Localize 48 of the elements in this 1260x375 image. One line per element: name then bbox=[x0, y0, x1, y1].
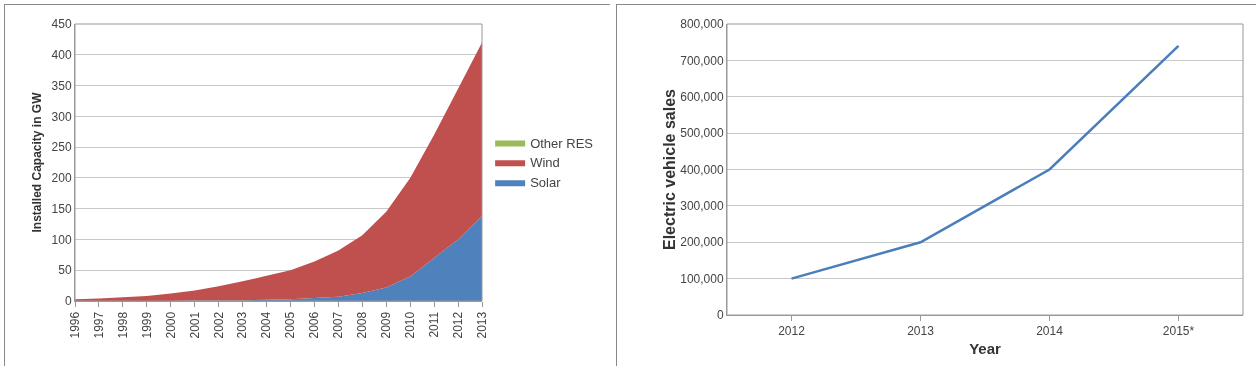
x-tick-label: 1998 bbox=[115, 311, 130, 339]
x-tick-label: 1996 bbox=[67, 311, 82, 339]
x-tick-label: 2010 bbox=[403, 311, 418, 339]
y-tick-label: 400 bbox=[51, 47, 72, 62]
y-tick-label: 100 bbox=[51, 232, 72, 247]
x-tick-label: 2011 bbox=[427, 311, 442, 338]
y-tick-label: 100,000 bbox=[680, 271, 724, 286]
x-tick-label: 1997 bbox=[91, 311, 106, 339]
y-tick-label: 150 bbox=[51, 201, 72, 216]
y-tick-label: 300,000 bbox=[680, 199, 724, 214]
x-tick-label: 2000 bbox=[163, 311, 178, 339]
y-tick-label: 350 bbox=[51, 78, 72, 93]
y-tick-label: 200 bbox=[51, 171, 72, 186]
y-tick-label: 800,000 bbox=[680, 17, 724, 32]
x-tick-label: 2014 bbox=[1036, 324, 1064, 339]
x-tick-label: 2013 bbox=[474, 311, 489, 339]
x-tick-label: 2005 bbox=[283, 311, 298, 339]
legend-label: Other RES bbox=[530, 135, 594, 151]
x-tick-label: 2009 bbox=[379, 311, 394, 339]
legend-label: Solar bbox=[530, 175, 562, 191]
legend-label: Wind bbox=[530, 155, 560, 171]
x-axis-title: Year bbox=[969, 340, 1002, 358]
x-tick-label: 1999 bbox=[139, 311, 154, 339]
y-tick-label: 300 bbox=[51, 109, 72, 124]
y-tick-label: 200,000 bbox=[680, 235, 724, 250]
y-axis-title: Installed Capacity in GW bbox=[30, 91, 44, 233]
y-tick-label: 700,000 bbox=[680, 53, 724, 68]
y-tick-label: 250 bbox=[51, 140, 72, 155]
y-tick-label: 0 bbox=[64, 294, 72, 309]
x-tick-label: 2007 bbox=[331, 311, 346, 339]
y-tick-label: 500,000 bbox=[680, 126, 724, 141]
x-tick-label: 2001 bbox=[187, 311, 202, 339]
x-tick-label: 2012 bbox=[778, 324, 806, 339]
x-tick-label: 2004 bbox=[259, 311, 274, 339]
x-tick-label: 2012 bbox=[450, 311, 465, 339]
y-axis-title: Electric vehicle sales bbox=[661, 88, 679, 250]
x-tick-label: 2008 bbox=[355, 311, 370, 339]
x-tick-label: 2013 bbox=[907, 324, 935, 339]
x-tick-label: 2015* bbox=[1162, 324, 1195, 339]
y-tick-label: 50 bbox=[58, 263, 72, 278]
x-tick-label: 2006 bbox=[307, 311, 322, 339]
y-tick-label: 0 bbox=[716, 308, 724, 323]
y-tick-label: 600,000 bbox=[680, 89, 724, 104]
x-tick-label: 2002 bbox=[211, 311, 226, 339]
y-tick-label: 400,000 bbox=[680, 162, 724, 177]
y-tick-label: 450 bbox=[51, 17, 72, 32]
line-series bbox=[790, 44, 1180, 280]
x-tick-label: 2003 bbox=[235, 311, 250, 339]
